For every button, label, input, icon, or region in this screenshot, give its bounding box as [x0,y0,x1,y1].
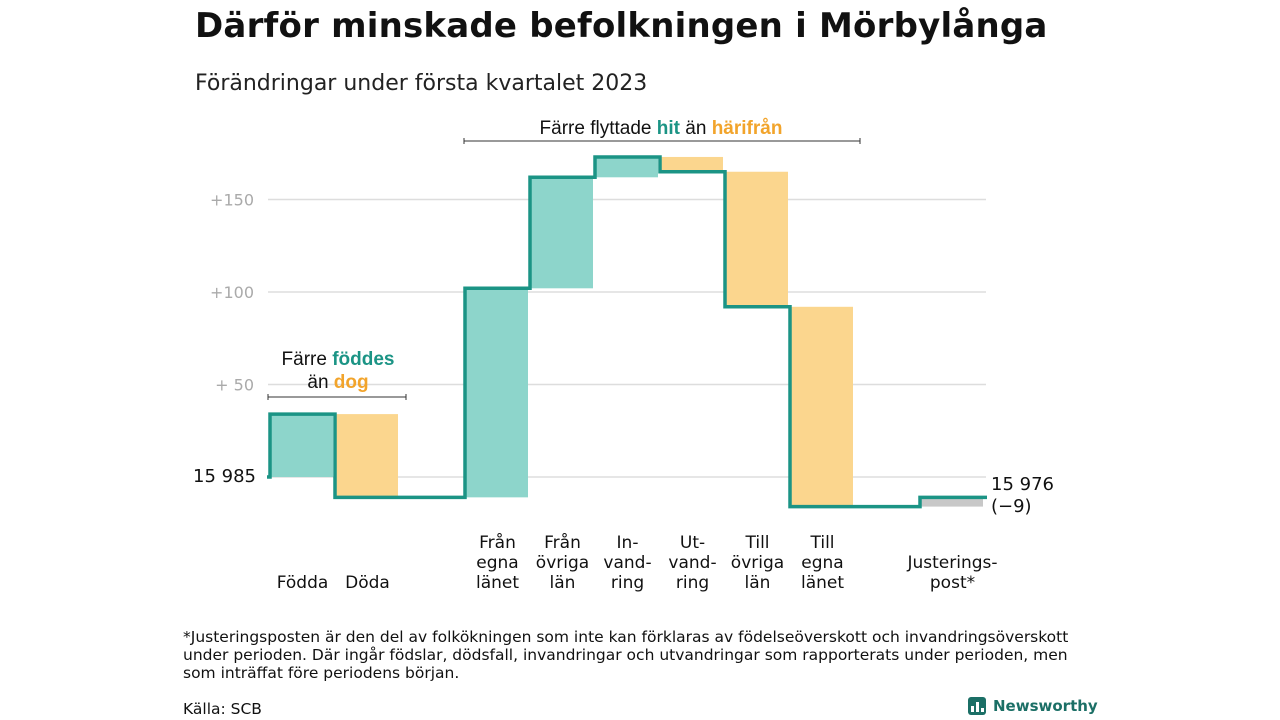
category-label: ring [611,573,644,593]
end-value-label: 15 976 [991,474,1054,495]
category-label: länet [801,573,844,593]
category-label: vand- [668,553,716,573]
cumulative-step-line [267,155,987,509]
brand-name: Newsworthy [993,697,1098,715]
newsworthy-logo-icon [968,697,986,715]
category-label: vand- [603,553,651,573]
category-label: egna [476,553,518,573]
bar-döda [336,414,398,498]
births-annotation-line2: än dog [307,372,368,393]
bar-till-egna-länet [791,306,853,507]
source-label: Källa: SCB [183,700,262,718]
start-value-label: 15 985 [193,466,256,487]
category-label: länet [476,573,519,593]
brand-logo: Newsworthy [968,697,1098,715]
bar-in-vandring [596,156,658,178]
category-label: Från [479,532,516,553]
y-tick-label: + 50 [215,376,254,395]
category-label: län [550,573,576,593]
y-tick-label: +150 [210,191,254,210]
bar-från-övriga-län [531,177,593,289]
moves-annotation: Färre flyttade hit än härifrån [463,118,861,144]
category-label: post* [930,573,975,593]
page-subtitle: Förändringar under första kvartalet 2023 [195,71,648,96]
category-label: Ut- [680,533,705,553]
category-label: Till [809,533,834,553]
births-annotation: Färre föddes än dog [267,349,407,400]
end-change-label: (−9) [991,496,1032,517]
category-label: Justerings- [906,553,997,573]
y-tick-label: +100 [210,283,254,302]
page-title: Därför minskade befolkningen i Mörbylång… [195,6,1048,46]
bar-ut-vandring [661,156,723,172]
category-label: Från [544,532,581,553]
bar-födda [271,414,333,477]
category-label: ring [676,573,709,593]
category-label: In- [617,533,639,553]
category-label: övriga [536,553,589,573]
waterfall-chart: +150+100+ 50 Födda DödaFrånegnalänetFrånö… [193,118,1054,593]
births-annotation-line1: Färre föddes [282,349,395,370]
category-label: län [745,573,771,593]
category-label: Födda [277,573,329,593]
bar-till-övriga-län [726,171,788,307]
bar-från-egna-länet [466,288,528,498]
category-label: Döda [345,573,390,593]
bar-justeringspost- [921,497,983,507]
category-label: egna [801,553,843,573]
footnote: *Justeringsposten är den del av folkökni… [183,628,1069,682]
category-label: övriga [731,553,784,573]
category-label: Till [744,533,769,553]
moves-annotation-text: Färre flyttade hit än härifrån [540,118,783,139]
